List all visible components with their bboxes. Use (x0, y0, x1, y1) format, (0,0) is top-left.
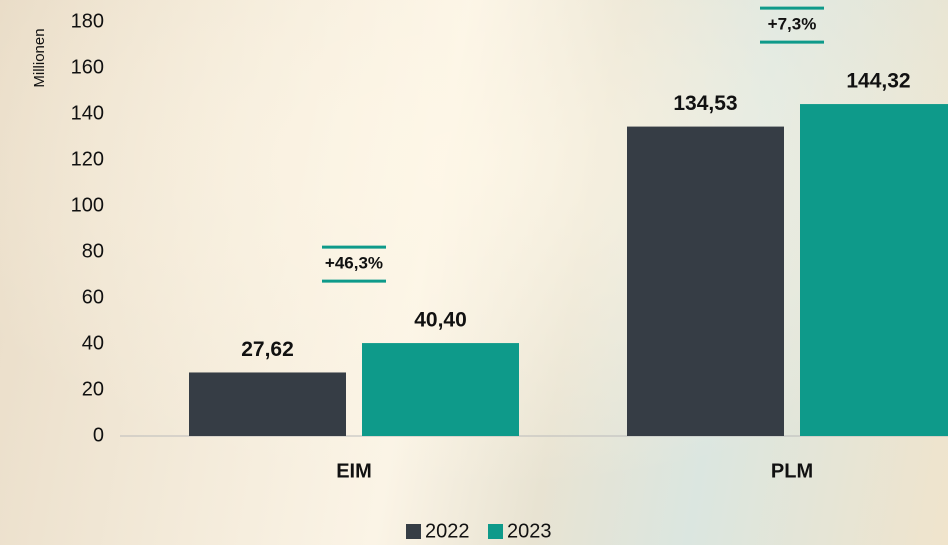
x-tick-label: EIM (336, 460, 372, 482)
y-tick-label: 100 (71, 194, 104, 216)
x-tick-label: PLM (771, 460, 813, 482)
y-tick-label: 80 (82, 240, 104, 262)
data-label: 144,32 (846, 70, 910, 93)
data-label: 40,40 (414, 309, 467, 332)
y-tick-label: 60 (82, 286, 104, 308)
annotation: +46,3% (325, 254, 383, 273)
legend-label: 2023 (507, 520, 552, 542)
bar (362, 343, 519, 436)
bar (800, 104, 948, 437)
legend-label: 2022 (425, 520, 470, 542)
y-tick-label: 20 (82, 378, 104, 400)
y-axis-label: Millionen (31, 28, 48, 87)
y-tick-label: 140 (71, 102, 104, 124)
data-label: 134,53 (673, 92, 737, 115)
annotation: +7,3% (768, 15, 817, 34)
bar (627, 126, 784, 437)
y-tick-label: 0 (93, 424, 104, 446)
legend-swatch (488, 524, 503, 539)
y-tick-label: 160 (71, 56, 104, 78)
bar (189, 372, 346, 436)
y-tick-label: 40 (82, 332, 104, 354)
y-tick-label: 120 (71, 148, 104, 170)
y-tick-label: 180 (71, 10, 104, 32)
legend-swatch (406, 524, 421, 539)
data-label: 27,62 (241, 338, 294, 361)
